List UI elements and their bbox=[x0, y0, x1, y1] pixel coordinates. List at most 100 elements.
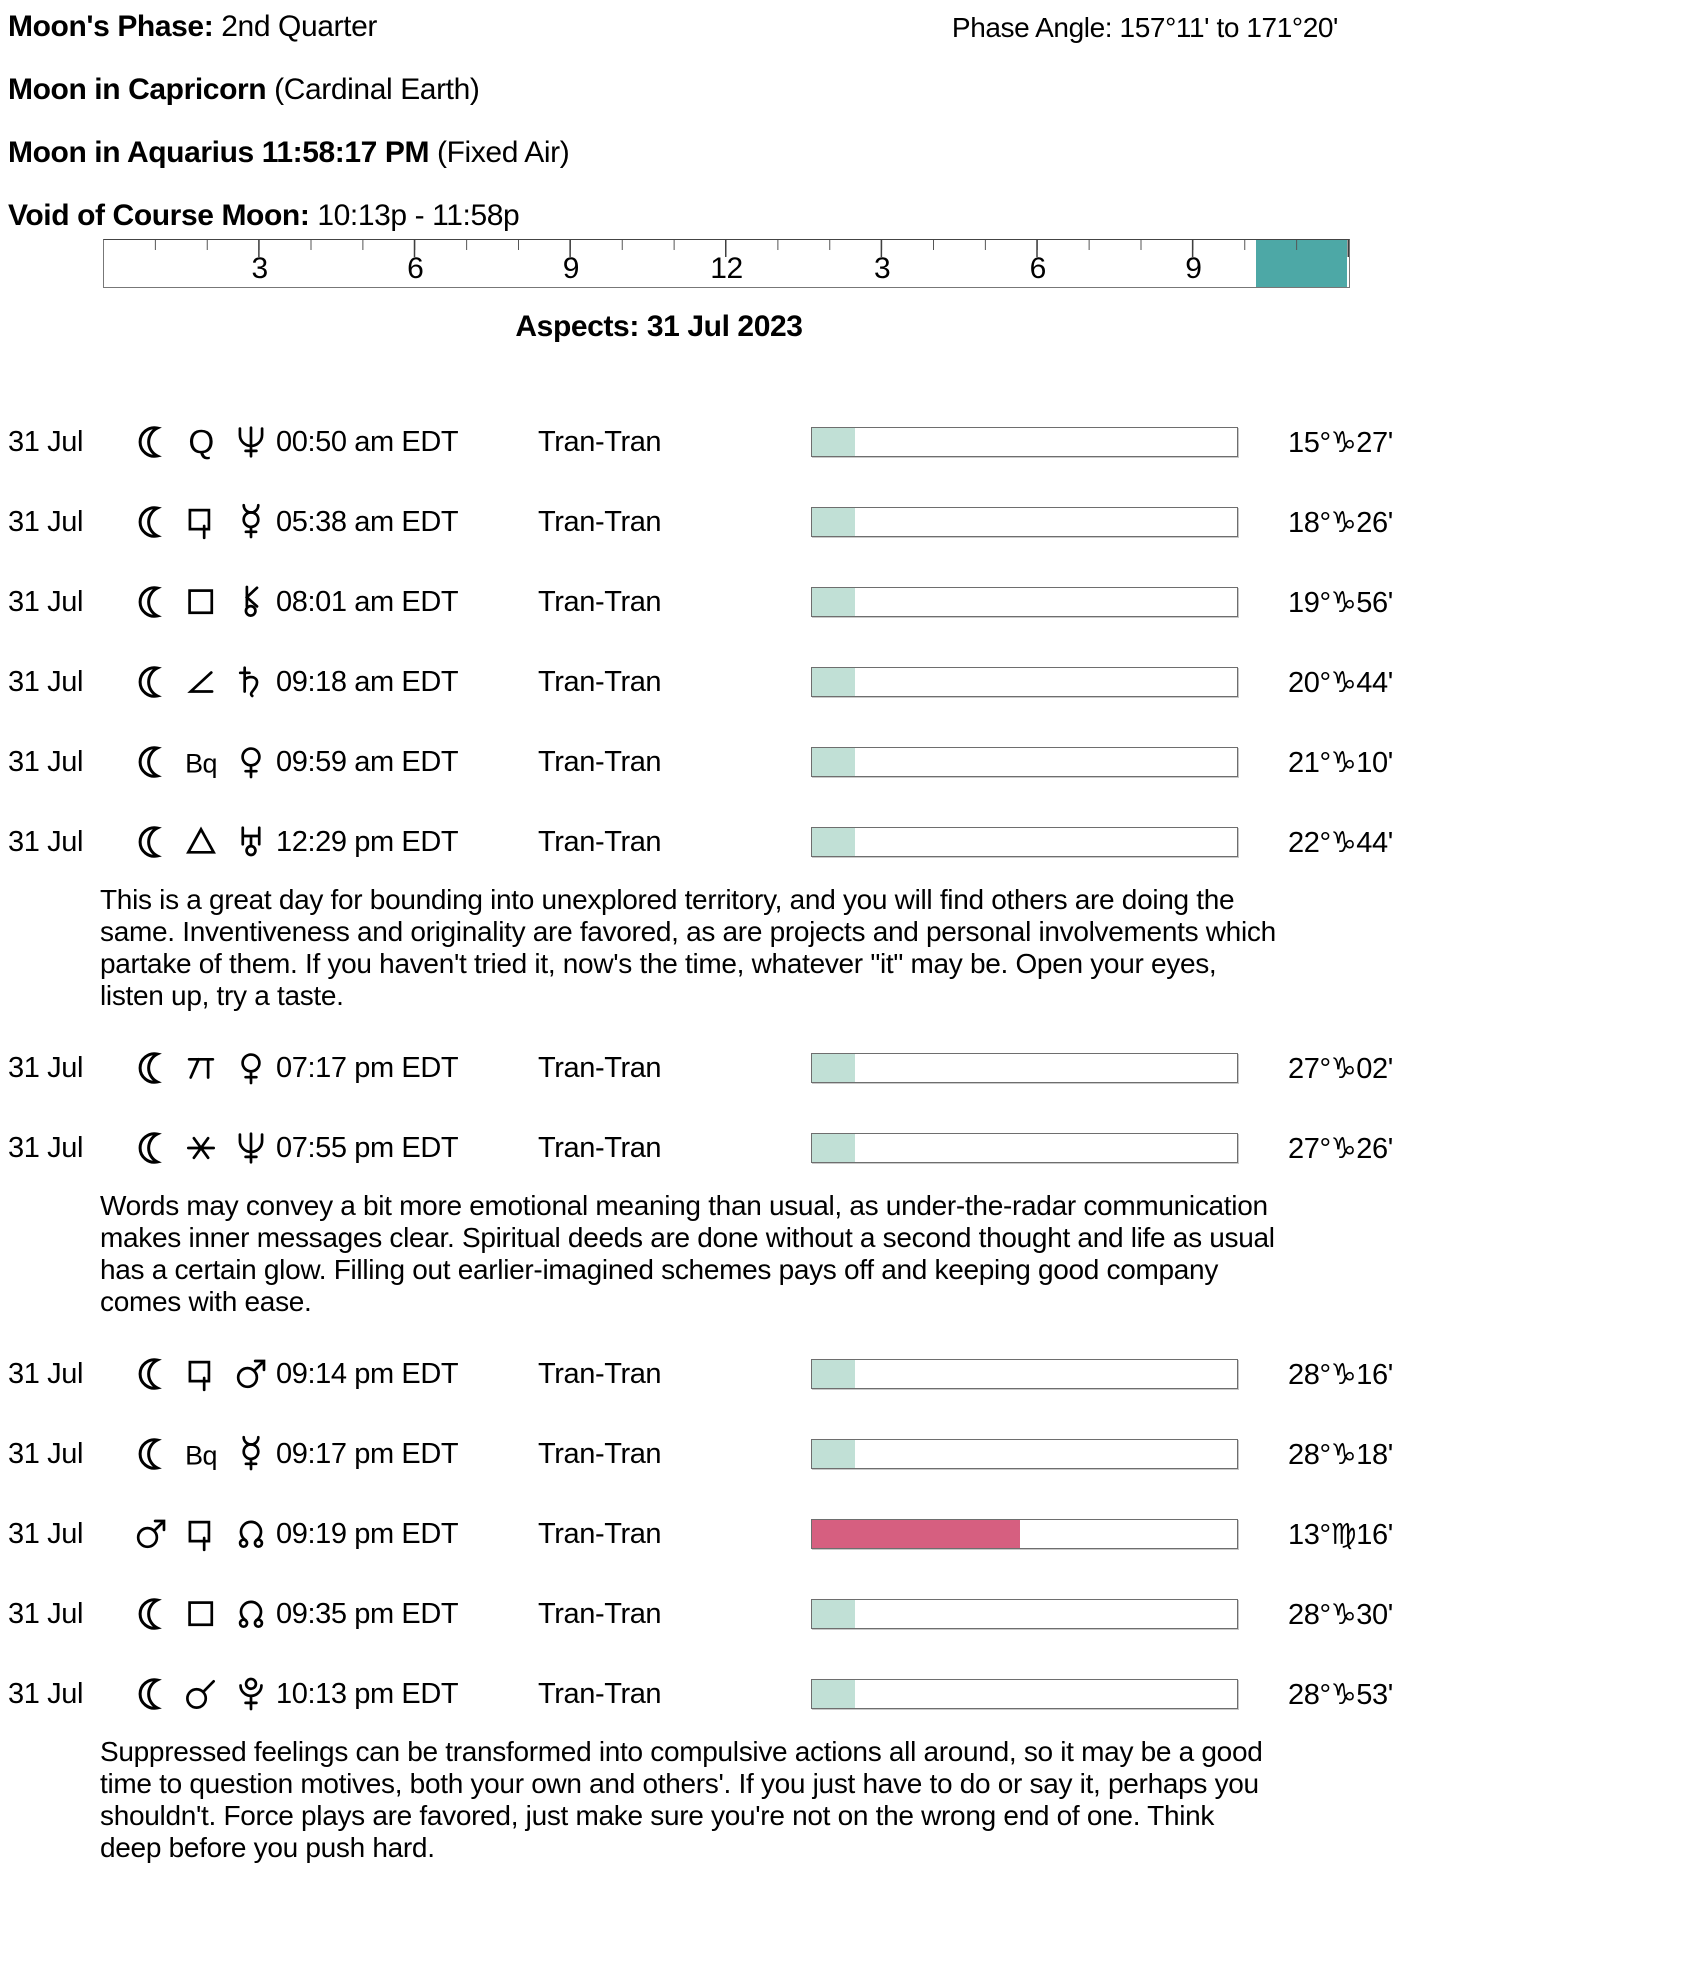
voc-label: Void of Course Moon: bbox=[8, 199, 310, 232]
aspect-position: 27°♑26' bbox=[1288, 1132, 1393, 1165]
ruler-label: 6 bbox=[1029, 252, 1047, 285]
moon-icon bbox=[126, 743, 176, 781]
voc-ruler: 3 6 9 12 3 6 9 bbox=[103, 239, 1350, 288]
aspect-date: 31 Jul bbox=[8, 585, 83, 618]
orb-progress-bar bbox=[811, 1599, 1238, 1629]
uranus-icon bbox=[226, 823, 276, 861]
aspect-row: 31 Jul 08:01 am EDT Tran-Tran 19°♑56' bbox=[8, 582, 1458, 622]
venus-icon bbox=[226, 1049, 276, 1087]
aspect-time: 09:35 pm EDT bbox=[276, 1597, 459, 1630]
aspect-position: 21°♑10' bbox=[1288, 746, 1393, 779]
aspect-interpretation: Suppressed feelings can be transformed i… bbox=[100, 1736, 1263, 1863]
aspect-type: Tran-Tran bbox=[538, 1677, 662, 1710]
chiron-icon bbox=[226, 583, 276, 621]
aspect-time: 07:55 pm EDT bbox=[276, 1131, 459, 1164]
orb-progress-bar bbox=[811, 1359, 1238, 1389]
aspect-position: 20°♑44' bbox=[1288, 666, 1393, 699]
aspect-type: Tran-Tran bbox=[538, 425, 662, 458]
aspect-row: 31 Jul 10:13 pm EDT Tran-Tran 28°♑53' bbox=[8, 1674, 1458, 1714]
aspect-row: 31 Jul 12:29 pm EDT Tran-Tran 22°♑44' bbox=[8, 822, 1458, 862]
square-icon bbox=[176, 1595, 226, 1633]
quintile-icon bbox=[176, 423, 226, 461]
aspect-type: Tran-Tran bbox=[538, 665, 662, 698]
phase-angle: Phase Angle: 157°11' to 171°20' bbox=[952, 12, 1338, 44]
moon-icon bbox=[126, 1049, 176, 1087]
orb-progress-bar bbox=[811, 1133, 1238, 1163]
trine-icon bbox=[176, 823, 226, 861]
aspect-time: 09:17 pm EDT bbox=[276, 1437, 459, 1470]
aspect-interpretation: This is a great day for bounding into un… bbox=[100, 884, 1276, 1011]
orb-progress-bar bbox=[811, 667, 1238, 697]
aspect-time: 09:19 pm EDT bbox=[276, 1517, 459, 1550]
aspect-position: 28°♑53' bbox=[1288, 1678, 1393, 1711]
moon-sign-line-2: Moon in Aquarius 11:58:17 PM (Fixed Air) bbox=[8, 136, 1458, 199]
aspect-position: 18°♑26' bbox=[1288, 506, 1393, 539]
aspects-list: 31 Jul 00:50 am EDT Tran-Tran 15°♑27' 31… bbox=[8, 422, 1458, 1864]
aspect-date: 31 Jul bbox=[8, 1597, 83, 1630]
aspect-time: 09:18 am EDT bbox=[276, 665, 459, 698]
aspect-time: 08:01 am EDT bbox=[276, 585, 459, 618]
ruler-label: 6 bbox=[407, 252, 424, 285]
aspect-row: 31 Jul 09:35 pm EDT Tran-Tran 28°♑30' bbox=[8, 1594, 1458, 1634]
aspect-type: Tran-Tran bbox=[538, 1517, 662, 1550]
aspect-position: 27°♑02' bbox=[1288, 1052, 1393, 1085]
orb-progress-bar bbox=[811, 587, 1238, 617]
aspect-row: 31 Jul 09:14 pm EDT Tran-Tran 28°♑16' bbox=[8, 1354, 1458, 1394]
aspect-interpretation: Words may convey a bit more emotional me… bbox=[100, 1190, 1275, 1317]
moon-phase-value: 2nd Quarter bbox=[221, 10, 377, 43]
aspect-type: Tran-Tran bbox=[538, 1357, 662, 1390]
phase-angle-label: Phase Angle: bbox=[951, 12, 1113, 43]
aspect-time: 12:29 pm EDT bbox=[276, 825, 459, 858]
ruler-labels: 3 6 9 12 3 6 9 bbox=[104, 240, 1349, 287]
mars-icon bbox=[226, 1355, 276, 1393]
aspect-position: 28°♑16' bbox=[1288, 1358, 1393, 1391]
aspect-date: 31 Jul bbox=[8, 1677, 83, 1710]
orb-progress-bar bbox=[811, 747, 1238, 777]
moon-phase-line: Moon's Phase: 2nd Quarter Phase Angle: 1… bbox=[8, 10, 1338, 73]
aspect-date: 31 Jul bbox=[8, 1051, 83, 1084]
aspect-time: 00:50 am EDT bbox=[276, 425, 459, 458]
ruler-label: 9 bbox=[1185, 252, 1202, 285]
aspect-type: Tran-Tran bbox=[538, 1051, 662, 1084]
moon-icon bbox=[126, 423, 176, 461]
venus-icon bbox=[226, 743, 276, 781]
neptune-icon bbox=[226, 423, 276, 461]
moon-icon bbox=[126, 663, 176, 701]
orb-progress-bar bbox=[811, 427, 1238, 457]
ruler-label: 9 bbox=[562, 252, 580, 285]
aspect-row: 31 Jul 00:50 am EDT Tran-Tran 15°♑27' bbox=[8, 422, 1458, 462]
semisquare-icon bbox=[176, 663, 226, 701]
aspect-date: 31 Jul bbox=[8, 505, 83, 538]
moon-sign-1-label: Moon in Capricorn bbox=[8, 73, 267, 106]
report-page: Moon's Phase: 2nd Quarter Phase Angle: 1… bbox=[8, 10, 1458, 1864]
conjunction-icon bbox=[176, 1675, 226, 1713]
aspect-row: 31 Jul 09:59 am EDT Tran-Tran 21°♑10' bbox=[8, 742, 1458, 782]
square-icon bbox=[176, 583, 226, 621]
ruler-ticks bbox=[104, 240, 1349, 287]
aspect-type: Tran-Tran bbox=[538, 505, 662, 538]
aspect-row: 31 Jul 09:18 am EDT Tran-Tran 20°♑44' bbox=[8, 662, 1458, 702]
sesquiquadrate-icon bbox=[176, 503, 226, 541]
aspect-position: 28°♑30' bbox=[1288, 1598, 1393, 1631]
orb-progress-bar bbox=[811, 1519, 1238, 1549]
sextile-icon bbox=[176, 1129, 226, 1167]
phase-angle-value: 157°11' to 171°20' bbox=[1119, 12, 1339, 43]
aspect-position: 28°♑18' bbox=[1288, 1438, 1393, 1471]
north-node-icon bbox=[226, 1595, 276, 1633]
moon-icon bbox=[126, 1675, 176, 1713]
moon-icon bbox=[126, 583, 176, 621]
aspect-row: 31 Jul 07:17 pm EDT Tran-Tran 27°♑02' bbox=[8, 1048, 1458, 1088]
moon-sign-2-label: Moon in Aquarius 11:58:17 PM bbox=[8, 136, 430, 169]
moon-sign-2-note: (Fixed Air) bbox=[437, 136, 570, 169]
aspect-position: 22°♑44' bbox=[1288, 826, 1393, 859]
voc-line: Void of Course Moon: 10:13p - 11:58p bbox=[8, 199, 1458, 239]
aspect-date: 31 Jul bbox=[8, 1437, 83, 1470]
aspect-type: Tran-Tran bbox=[538, 745, 662, 778]
aspect-type: Tran-Tran bbox=[538, 1597, 662, 1630]
aspect-date: 31 Jul bbox=[8, 1517, 83, 1550]
sesquiquadrate-icon bbox=[176, 1355, 226, 1393]
quincunx-icon bbox=[176, 1049, 226, 1087]
mercury-icon bbox=[226, 1435, 276, 1473]
mars-icon bbox=[126, 1515, 176, 1553]
aspect-time: 10:13 pm EDT bbox=[276, 1677, 459, 1710]
